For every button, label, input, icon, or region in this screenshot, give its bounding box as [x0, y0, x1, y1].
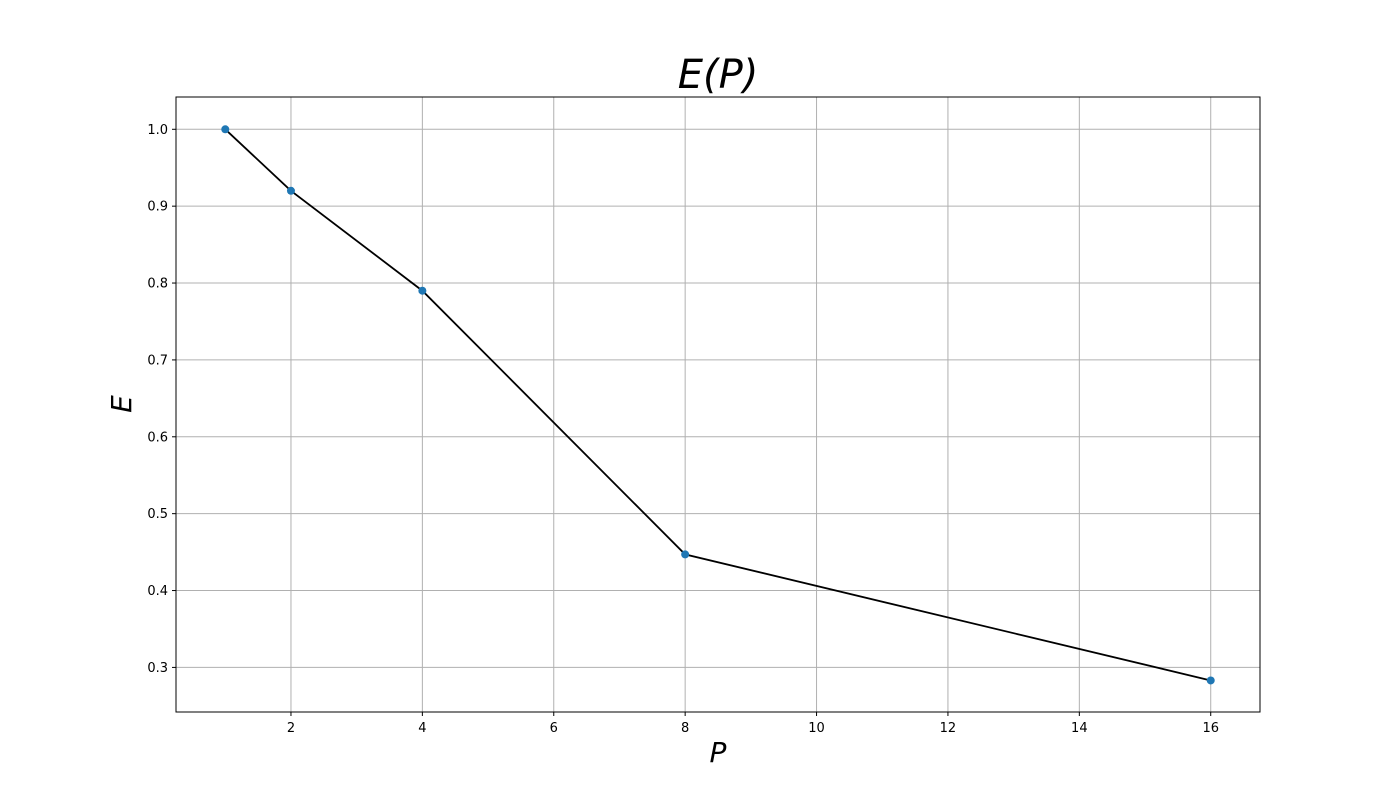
chart-title: E(P)	[678, 52, 759, 98]
plot-frame	[175, 96, 1261, 713]
data-point	[681, 550, 690, 559]
y-tick-label: 0.7	[147, 353, 168, 368]
x-tick-label: 10	[808, 721, 825, 736]
y-tick-label: 1.0	[147, 123, 168, 138]
y-tick-label: 0.3	[147, 661, 168, 676]
x-tick-label: 12	[940, 721, 957, 736]
ticks-group: 2 4 6 8 10 12 14 16 0.3 0.4 0.5 0.6 0.7 0.8 0.9 1.0	[147, 123, 1219, 736]
x-tick-label: 2	[287, 721, 295, 736]
y-tick-label: 0.5	[147, 507, 168, 522]
x-tick-label: 8	[681, 721, 689, 736]
y-tick-label: 0.6	[147, 430, 168, 445]
y-axis-label: E	[105, 395, 138, 413]
y-tick-label: 0.8	[147, 277, 168, 292]
data-point	[418, 286, 427, 295]
x-tick-label: 14	[1071, 721, 1088, 736]
series-group	[221, 125, 1215, 685]
data-point	[1206, 676, 1215, 685]
grid	[176, 97, 1260, 712]
data-point	[286, 186, 295, 195]
y-tick-label: 0.4	[147, 584, 168, 599]
x-axis-label: P	[710, 736, 727, 769]
data-point	[221, 125, 230, 134]
x-tick-label: 6	[550, 721, 558, 736]
series-line	[224, 128, 1211, 682]
x-tick-label: 4	[418, 721, 426, 736]
x-tick-label: 16	[1202, 721, 1219, 736]
y-tick-label: 0.9	[147, 200, 168, 215]
